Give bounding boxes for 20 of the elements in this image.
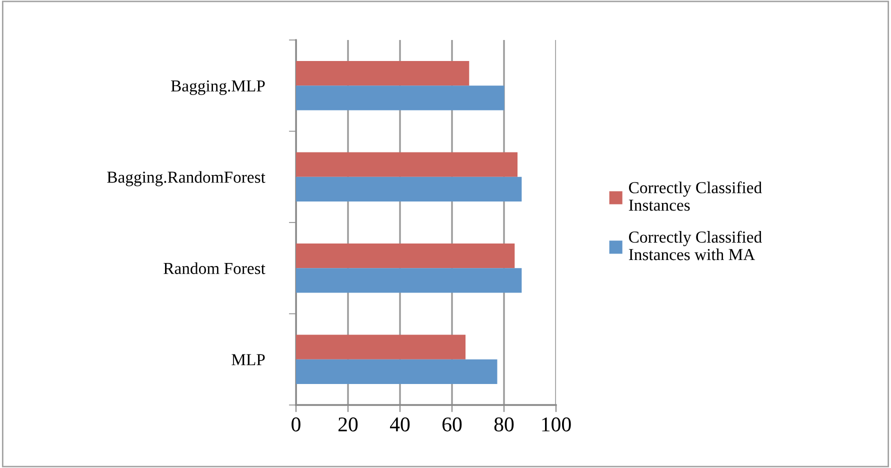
legend-label: Correctly Classified Instances — [628, 181, 762, 211]
bar — [296, 86, 504, 110]
x-tick-label: 60 — [442, 417, 462, 432]
bar — [296, 334, 466, 360]
y-tick-label: Bagging.MLP — [171, 80, 265, 95]
bar — [296, 152, 518, 177]
bar — [296, 243, 515, 268]
x-tick-label: 20 — [338, 417, 358, 432]
bar — [296, 176, 522, 202]
bar — [296, 60, 470, 86]
x-tick-label: 0 — [292, 417, 300, 432]
bar — [296, 268, 522, 293]
bar — [296, 359, 498, 384]
legend-label: Correctly Classified Instances with MA — [628, 230, 762, 260]
y-tick-label: Bagging.RandomForest — [107, 171, 266, 186]
x-tick-label: 40 — [390, 417, 410, 432]
x-tick-label: 80 — [494, 417, 514, 432]
y-tick-label: Random Forest — [164, 262, 266, 274]
y-tick-label: MLP — [232, 354, 265, 366]
x-tick-label: 100 — [542, 417, 571, 432]
